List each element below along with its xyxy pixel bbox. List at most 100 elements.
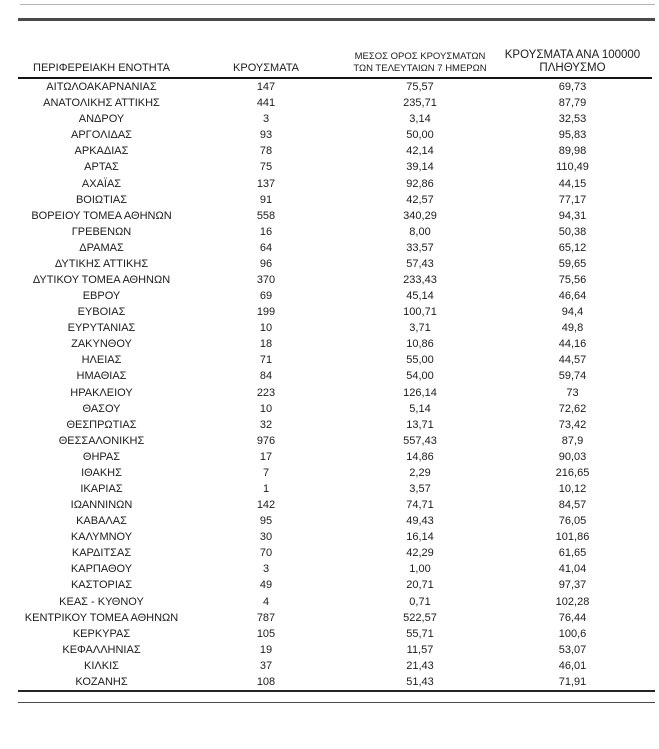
table-cell: 110,49	[556, 161, 589, 174]
table-cell: ΚΑΛΥΜΝΟΥ	[70, 531, 133, 544]
table-cell: 75	[259, 161, 273, 174]
table-cell: 49,43	[406, 515, 434, 528]
table-cell: 42,57	[406, 193, 434, 206]
table-cell: ΑΝΑΤΟΛΙΚΗΣ ΑΤΤΙΚΗΣ	[43, 97, 160, 110]
table-cell: 72,62	[558, 402, 587, 415]
table-cell: 1,00	[409, 563, 431, 576]
table-cell: 340,29	[403, 209, 437, 222]
table-cell: 90,03	[558, 450, 587, 463]
table-cell: ΚΟΖΑΝΗΣ	[75, 675, 128, 688]
table-cell: ΔΡΑΜΑΣ	[79, 241, 124, 254]
table-cell: 3,71	[409, 322, 431, 335]
table-cell: 61,65	[558, 547, 587, 560]
table-cell: 3,14	[409, 113, 431, 126]
table-cell: 46,64	[558, 290, 587, 303]
table-cell: ΙΘΑΚΗΣ	[81, 466, 122, 479]
table-row: ΚΕΦΑΛΛΗΝΙΑΣ 19 11,57 53,07	[18, 642, 652, 658]
table-cell: ΕΥΒΟΙΑΣ	[77, 306, 126, 319]
table-cell: ΚΕΡΚΥΡΑΣ	[72, 627, 131, 640]
table-cell: 147	[256, 81, 276, 94]
table-cell: 13,71	[406, 418, 434, 431]
table-cell: ΚΑΣΤΟΡΙΑΣ	[70, 579, 133, 592]
table-cell: 100,6	[558, 627, 587, 640]
table-cell: ΘΗΡΑΣ	[82, 450, 121, 463]
table-row: ΚΑΡΔΙΤΣΑΣ 70 42,29 61,65	[18, 545, 652, 561]
table-cell: ΘΕΣΣΑΛΟΝΙΚΗΣ	[58, 434, 145, 447]
table-cell: 102,28	[555, 595, 590, 608]
table-cell: 10	[259, 322, 273, 335]
table-cell: 41,04	[558, 563, 587, 576]
column-header-regional-unit: ΠΕΡΙΦΕΡΕΙΑΚΗ ΕΝΟΤΗΤΑ	[18, 62, 185, 77]
table-cell: 8,00	[409, 225, 431, 238]
table-cell: ΒΟΡΕΙΟΥ ΤΟΜΕΑ ΑΘΗΝΩΝ	[31, 209, 172, 222]
table-cell: 216,65	[555, 466, 590, 479]
table-cell: ΑΡΚΑΔΙΑΣ	[74, 145, 129, 158]
table-cell: ΑΙΤΩΛΟΑΚΑΡΝΑΝΙΑΣ	[46, 81, 157, 94]
table-cell: 108	[256, 675, 276, 688]
table-row: ΚΑΣΤΟΡΙΑΣ 49 20,71 97,37	[18, 577, 652, 593]
table-row: ΑΧΑΪΑΣ 137 92,86 44,15	[18, 175, 652, 191]
table-cell: 77,17	[558, 193, 587, 206]
table-cell: 71,91	[558, 675, 587, 688]
table-cell: 32,53	[558, 113, 587, 126]
table-cell: ΚΑΡΔΙΤΣΑΣ	[71, 547, 132, 560]
table-cell: 87,9	[561, 434, 584, 447]
table-cell: 95,83	[558, 129, 587, 142]
table-cell: 20,71	[406, 579, 434, 592]
table-row: ΗΡΑΚΛΕΙΟΥ 223 126,14 73	[18, 384, 652, 400]
table-cell: ΕΒΡΟΥ	[82, 290, 121, 303]
table-cell: ΓΡΕΒΕΝΩΝ	[71, 225, 132, 238]
table-cell: 3	[262, 563, 270, 576]
table-cell: 76,44	[558, 611, 587, 624]
table-cell: 54,00	[406, 370, 434, 383]
table-cell: 100,71	[403, 306, 437, 319]
table-row: ΕΥΡΥΤΑΝΙΑΣ 10 3,71 49,8	[18, 320, 652, 336]
table-row: ΔΥΤΙΚΟΥ ΤΟΜΕΑ ΑΘΗΝΩΝ 370 233,43 75,56	[18, 272, 652, 288]
table-cell: 42,29	[406, 547, 434, 560]
table-row: ΗΛΕΙΑΣ 71 55,00 44,57	[18, 352, 652, 368]
table-cell: 49	[259, 579, 273, 592]
table-cell: 976	[256, 434, 276, 447]
table-row: ΔΡΑΜΑΣ 64 33,57 65,12	[18, 240, 652, 256]
table-cell: 59,74	[558, 370, 587, 383]
table-cell: ΚΕΑΣ - ΚΥΘΝΟΥ	[59, 595, 144, 608]
table-cell: 57,43	[406, 257, 434, 270]
column-header-label-line1: ΜΕΣΟΣ ΟΡΟΣ ΚΡΟΥΣΜΑΤΩΝ	[354, 51, 486, 62]
table-cell: 75,57	[406, 81, 434, 94]
column-header-label-line1: ΚΡΟΥΣΜΑΤΑ ΑΝΑ 100000	[504, 49, 641, 61]
table-cell: 84	[259, 370, 273, 383]
table-cell: 105	[256, 627, 276, 640]
table-row: ΚΙΛΚΙΣ 37 21,43 46,01	[18, 658, 652, 674]
table-cell: ΘΑΣΟΥ	[82, 402, 121, 415]
table-cell: ΙΚΑΡΙΑΣ	[80, 482, 123, 495]
table-cell: 0,71	[409, 595, 431, 608]
table-cell: 59,65	[558, 257, 587, 270]
table-cell: ΒΟΙΩΤΙΑΣ	[75, 193, 128, 206]
table-cell: 4	[262, 595, 270, 608]
table-cell: 3	[262, 113, 270, 126]
table-row: ΘΕΣΠΡΩΤΙΑΣ 32 13,71 73,42	[18, 417, 652, 433]
table-row: ΗΜΑΘΙΑΣ 84 54,00 59,74	[18, 368, 652, 384]
table-row: ΚΑΒΑΛΑΣ 95 49,43 76,05	[18, 513, 652, 529]
table-cell: 370	[256, 273, 276, 286]
table-cell: 1	[262, 482, 270, 495]
table-cell: ΚΕΝΤΡΙΚΟΥ ΤΟΜΕΑ ΑΘΗΝΩΝ	[24, 611, 179, 624]
table-cell: 33,57	[406, 241, 434, 254]
table-cell: ΗΜΑΘΙΑΣ	[76, 370, 127, 383]
table-row: ΒΟΡΕΙΟΥ ΤΟΜΕΑ ΑΘΗΝΩΝ 558 340,29 94,31	[18, 208, 652, 224]
table-cell: ΑΝΔΡΟΥ	[78, 113, 125, 126]
table-cell: 93	[259, 129, 273, 142]
table-cell: 17	[259, 450, 273, 463]
table-cell: ΖΑΚΥΝΘΟΥ	[71, 338, 132, 351]
table-cell: 69,73	[558, 81, 587, 94]
table-row: ΘΕΣΣΑΛΟΝΙΚΗΣ 976 557,43 87,9	[18, 433, 652, 449]
table-cell: 101,86	[555, 531, 590, 544]
table-cell: 18	[259, 338, 273, 351]
top-thin-rule	[20, 4, 655, 5]
table-cell: 5,14	[409, 402, 431, 415]
table-cell: 7	[262, 466, 270, 479]
table-cell: 3,57	[409, 482, 431, 495]
table-cell: 55,00	[406, 354, 434, 367]
table-cell: 441	[256, 97, 276, 110]
